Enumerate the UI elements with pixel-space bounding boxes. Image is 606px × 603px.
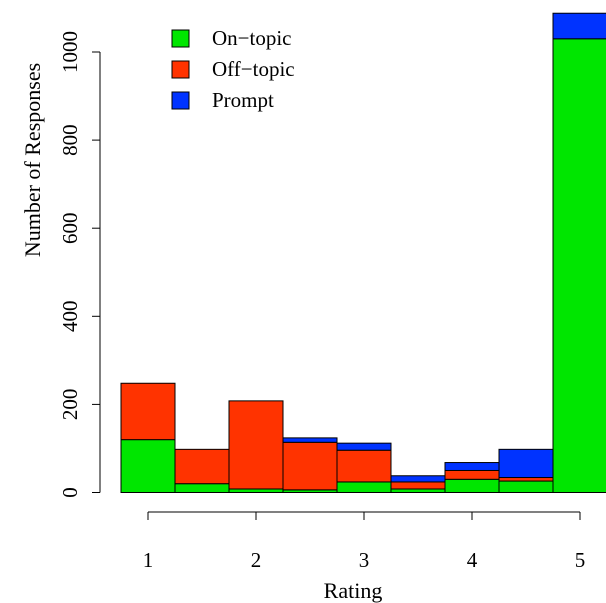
- legend-label-3: Prompt: [212, 88, 274, 112]
- y-tick-label-5: 800: [58, 124, 82, 156]
- legend-swatch-3: [171, 91, 190, 110]
- bar-4-series-2: [282, 441, 338, 491]
- y-axis-title: Number of Responses: [20, 63, 45, 257]
- bar-6-series-3: [390, 475, 446, 483]
- bar-4-series-3: [282, 437, 338, 443]
- bar-2-series-1: [174, 483, 230, 494]
- bar-8-series-2: [498, 477, 554, 482]
- y-tick-label-4: 600: [58, 212, 82, 244]
- legend: On−topic Off−topic Prompt: [171, 26, 295, 112]
- x-axis-title: Rating: [324, 578, 383, 603]
- x-tick-label-5: 5: [575, 548, 586, 572]
- y-tick-label-6: 1000: [58, 31, 82, 73]
- x-axis: 1 2 3 4 5: [143, 511, 586, 572]
- y-tick-label-2: 200: [58, 389, 82, 421]
- bar-7-series-1: [444, 478, 500, 494]
- bar-1-series-2: [120, 382, 176, 441]
- y-tick-label-3: 400: [58, 301, 82, 333]
- y-tick-label-1: 0: [58, 487, 82, 498]
- x-tick-label-3: 3: [359, 548, 370, 572]
- bar-2-series-2: [174, 448, 230, 485]
- bar-6-series-2: [390, 481, 446, 490]
- bar-9-series-3: [552, 12, 606, 40]
- bar-7-series-3: [444, 462, 500, 471]
- legend-swatch-1: [171, 29, 190, 48]
- bar-9-series-1: [552, 38, 606, 493]
- x-tick-label-4: 4: [467, 548, 478, 572]
- bar-7-series-2: [444, 469, 500, 480]
- legend-label-1: On−topic: [212, 26, 292, 50]
- y-axis: 0 200 400 600 800 1000: [58, 31, 101, 498]
- legend-label-2: Off−topic: [212, 57, 295, 81]
- bar-3-series-1: [228, 488, 284, 494]
- bar-6-series-1: [390, 488, 446, 494]
- x-tick-label-2: 2: [251, 548, 262, 572]
- legend-swatch-2: [171, 60, 190, 79]
- bar-3-series-2: [228, 400, 284, 490]
- x-tick-label-1: 1: [143, 548, 154, 572]
- bar-1-series-1: [120, 439, 176, 494]
- bar-5-series-3: [336, 442, 392, 451]
- bar-8-series-1: [498, 480, 554, 493]
- bar-8-series-3: [498, 448, 554, 479]
- bars-layer: [120, 12, 606, 494]
- bar-5-series-1: [336, 481, 392, 494]
- bar-5-series-2: [336, 449, 392, 483]
